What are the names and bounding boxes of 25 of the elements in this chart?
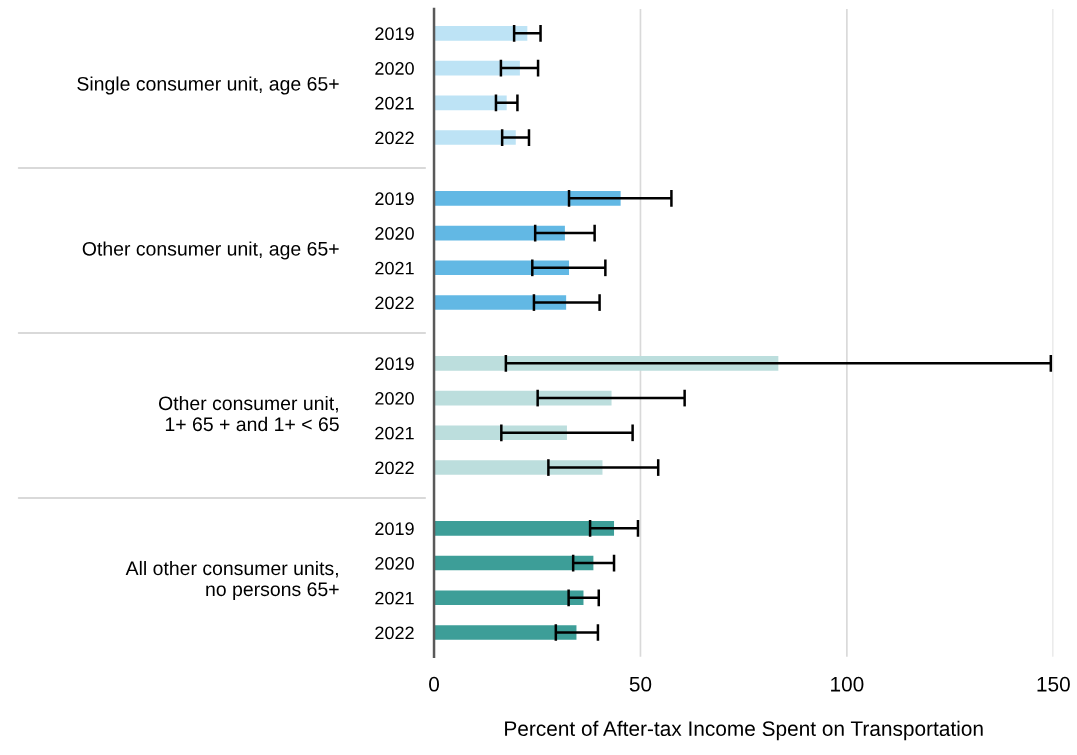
y-tick-label: 2020 <box>375 227 414 240</box>
text: All other consumer units, no persons 65+ <box>125 560 339 600</box>
y-tick-label: 2022 <box>375 461 414 475</box>
y-tick-label: 2022 <box>375 296 414 310</box>
y-tick-label: 2019 <box>375 192 414 206</box>
text: Other consumer unit, age 65+ <box>82 241 339 260</box>
x-tick-label: 100 <box>831 676 864 692</box>
y-tick-label: 2019 <box>375 27 414 41</box>
y-tick-label: 2021 <box>375 261 414 275</box>
x-tick-label: 150 <box>1037 676 1070 692</box>
text: Single consumer unit, age 65+ <box>77 76 339 95</box>
y-tick-label: 2020 <box>375 62 414 75</box>
text: Other consumer unit, 1+ 65 + and 1+ < 65 <box>158 395 339 432</box>
y-tick-label: 2020 <box>375 557 414 570</box>
y-tick-label: 2019 <box>375 357 414 371</box>
x-tick-label: 50 <box>629 676 652 692</box>
y-tick-label: 2022 <box>375 131 414 145</box>
y-tick-label: 2020 <box>375 392 414 405</box>
y-tick-label: 2021 <box>375 96 414 110</box>
y-tick-label: 2022 <box>375 626 414 640</box>
y-tick-label: 2019 <box>375 522 414 536</box>
x-tick-label: 0 <box>429 676 440 692</box>
y-tick-label: 2021 <box>375 426 414 440</box>
y-tick-label: 2021 <box>375 591 414 605</box>
x-axis-title: Percent of After-tax Income Spent on Transportation <box>505 720 983 741</box>
